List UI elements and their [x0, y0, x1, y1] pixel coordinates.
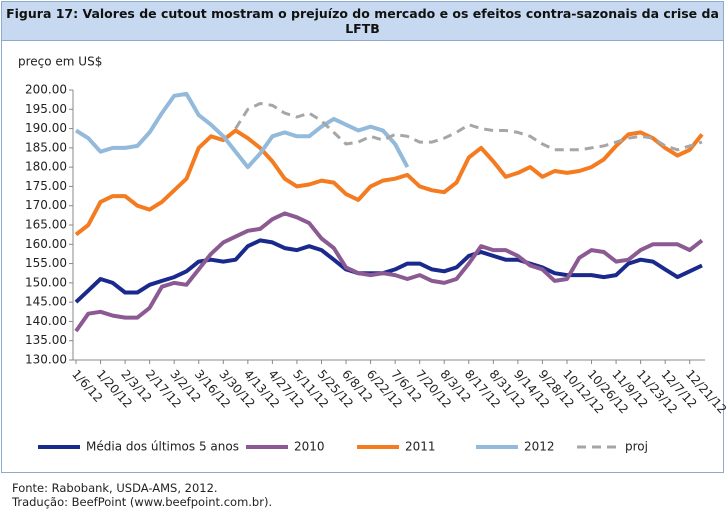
- y-axis-label: preço em US$: [18, 55, 102, 69]
- y-tick-label: 130.00: [25, 353, 67, 367]
- y-tick-label: 165.00: [25, 218, 67, 232]
- series-line: [74, 128, 704, 237]
- translation-note: Tradução: BeefPoint (www.beefpoint.com.b…: [12, 495, 273, 509]
- series-line: [74, 91, 410, 170]
- legend-label: Média dos últimos 5 anos: [86, 440, 239, 454]
- y-tick-label: 160.00: [25, 237, 67, 251]
- y-tick-label: 175.00: [25, 179, 67, 193]
- y-tick-label: 185.00: [25, 140, 67, 154]
- y-tick-label: 190.00: [25, 121, 67, 135]
- source-note: Fonte: Rabobank, USDA-AMS, 2012.: [12, 481, 218, 495]
- y-tick-label: 155.00: [25, 256, 67, 270]
- chart-title: Figura 17: Valores de cutout mostram o p…: [1, 1, 724, 41]
- y-tick-label: 135.00: [25, 333, 67, 347]
- chart-frame: [1, 41, 724, 473]
- y-tick-label: 145.00: [25, 295, 67, 309]
- y-tick-label: 200.00: [25, 83, 67, 97]
- y-tick-label: 140.00: [25, 314, 67, 328]
- series-line: [74, 238, 703, 304]
- y-tick-label: 195.00: [25, 102, 67, 116]
- y-tick-label: 150.00: [25, 275, 67, 289]
- series-line: [74, 211, 704, 333]
- y-tick-label: 170.00: [25, 198, 67, 212]
- chart: preço em US$ 130.00 135.00 140.00 145.00 150…: [18, 55, 727, 454]
- y-tick-label: 180.00: [25, 160, 67, 174]
- legend-label: 2011: [405, 440, 436, 454]
- legend-label: 2010: [294, 440, 325, 454]
- legend-label: 2012: [524, 440, 555, 454]
- series-line: [234, 102, 703, 152]
- legend-label: proj: [625, 440, 648, 454]
